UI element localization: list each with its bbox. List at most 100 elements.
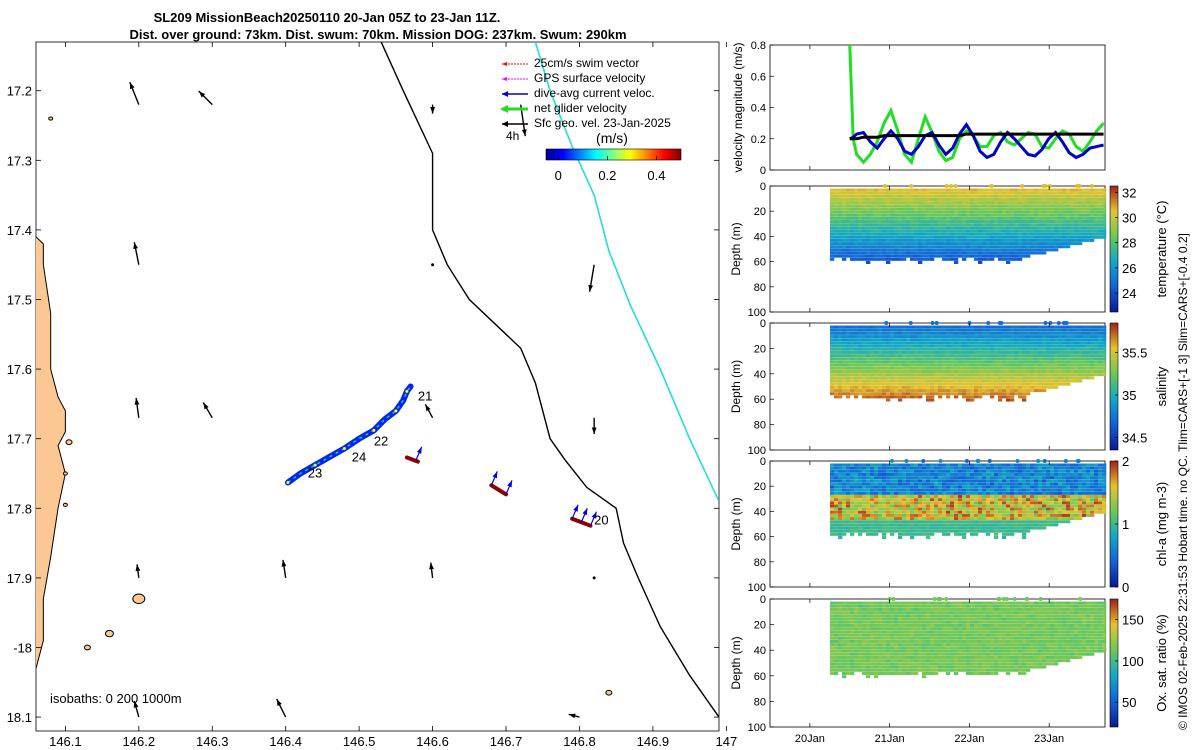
chla-cell (954, 476, 959, 480)
salinity-cell (842, 373, 847, 377)
chla-cell (902, 495, 907, 499)
temperature-cell (878, 210, 883, 214)
salinity-cell (946, 357, 951, 361)
chla-cell (838, 513, 843, 517)
temperature-cell (914, 191, 919, 195)
chla-cell (1022, 510, 1027, 514)
chla-cell (1006, 523, 1011, 527)
chla-cell (934, 482, 939, 486)
salinity-cell (918, 385, 923, 389)
salinity-cell (886, 376, 891, 380)
salinity-cell (974, 385, 979, 389)
chla-cell (994, 491, 999, 495)
temperature-cell (854, 220, 859, 224)
salinity-cell (998, 331, 1003, 335)
salinity-cell (886, 335, 891, 339)
chla-cell (930, 517, 935, 521)
chla-cell (922, 507, 927, 511)
salinity-cell (1098, 373, 1103, 377)
temperature-cell (1090, 216, 1095, 220)
salinity-cell (906, 395, 911, 399)
chla-cell (834, 476, 839, 480)
temperature-cell (926, 257, 931, 261)
salinity-cell (1046, 328, 1051, 332)
temperature-cell (1014, 213, 1019, 217)
salinity-cell (978, 382, 983, 386)
salinity-cell (930, 347, 935, 351)
salinity-cell (1042, 376, 1047, 380)
temperature-cell (1062, 238, 1067, 242)
temperature-cell (1090, 213, 1095, 217)
temperature-cell (1010, 257, 1015, 261)
chla-cell (974, 498, 979, 502)
chla-cell (970, 491, 975, 495)
temperature-cell (838, 197, 843, 201)
temperature-cell (1014, 216, 1019, 220)
salinity-cell (838, 369, 843, 373)
oxygen-cell (846, 620, 851, 624)
salinity-cell (866, 357, 871, 361)
chla-cell (990, 507, 995, 511)
temperature-cell (954, 194, 959, 198)
salinity-cell (974, 344, 979, 348)
temperature-cell (1006, 257, 1011, 261)
salinity-cell (882, 379, 887, 383)
chla-cell (1054, 463, 1059, 467)
temperature-cell (974, 197, 979, 201)
salinity-cell (994, 376, 999, 380)
temperature-cell (830, 188, 835, 192)
temperature-cell (890, 223, 895, 227)
salinity-cell (882, 366, 887, 370)
chla-cell (1086, 491, 1091, 495)
chla-cell (906, 523, 911, 527)
temperature-surface-dot (883, 184, 888, 188)
temperature-cell (974, 245, 979, 249)
temperature-cell (1034, 207, 1039, 211)
temperature-cell (898, 197, 903, 201)
temperature-cell (878, 257, 883, 261)
salinity-cell (894, 331, 899, 335)
temperature-cell (1022, 188, 1027, 192)
chla-cell (862, 472, 867, 476)
temperature-cell (1046, 197, 1051, 201)
chla-cell (986, 495, 991, 499)
temperature-cell (866, 207, 871, 211)
temperature-surface-dot (949, 184, 954, 188)
chla-cell (1026, 520, 1031, 524)
salinity-surface-dot (997, 321, 1002, 325)
chla-cell (978, 520, 983, 524)
chla-cell (946, 498, 951, 502)
temperature-cell (918, 201, 923, 205)
temperature-surface-dot (1043, 184, 1048, 188)
salinity-cell (942, 369, 947, 373)
model-arrow-head (591, 511, 597, 519)
oxygen-cell (830, 649, 835, 653)
chla-cell (1014, 529, 1019, 533)
temperature-cell (834, 226, 839, 230)
oxygen-cell (830, 620, 835, 624)
chla-cell (1094, 476, 1099, 480)
temperature-cell (986, 220, 991, 224)
temperature-cell (862, 204, 867, 208)
temperature-cell (890, 213, 895, 217)
chla-cell (906, 488, 911, 492)
chla-cell (1050, 507, 1055, 511)
chla-cell (934, 488, 939, 492)
salinity-cell (926, 373, 931, 377)
chla-cell (1002, 504, 1007, 508)
chla-cell (946, 507, 951, 511)
temperature-cell (946, 229, 951, 233)
temperature-cell (938, 248, 943, 252)
chla-cell (1022, 482, 1027, 486)
chla-cell (894, 507, 899, 511)
salinity-cell (850, 350, 855, 354)
temperature-cell (1094, 229, 1099, 233)
salinity-cell (994, 379, 999, 383)
chla-cell (1058, 501, 1063, 505)
salinity-cell (1030, 373, 1035, 377)
chla-cell (1062, 463, 1067, 467)
salinity-cell (922, 389, 927, 393)
chla-cell (998, 476, 1003, 480)
salinity-cell (978, 369, 983, 373)
temperature-cell (858, 232, 863, 236)
